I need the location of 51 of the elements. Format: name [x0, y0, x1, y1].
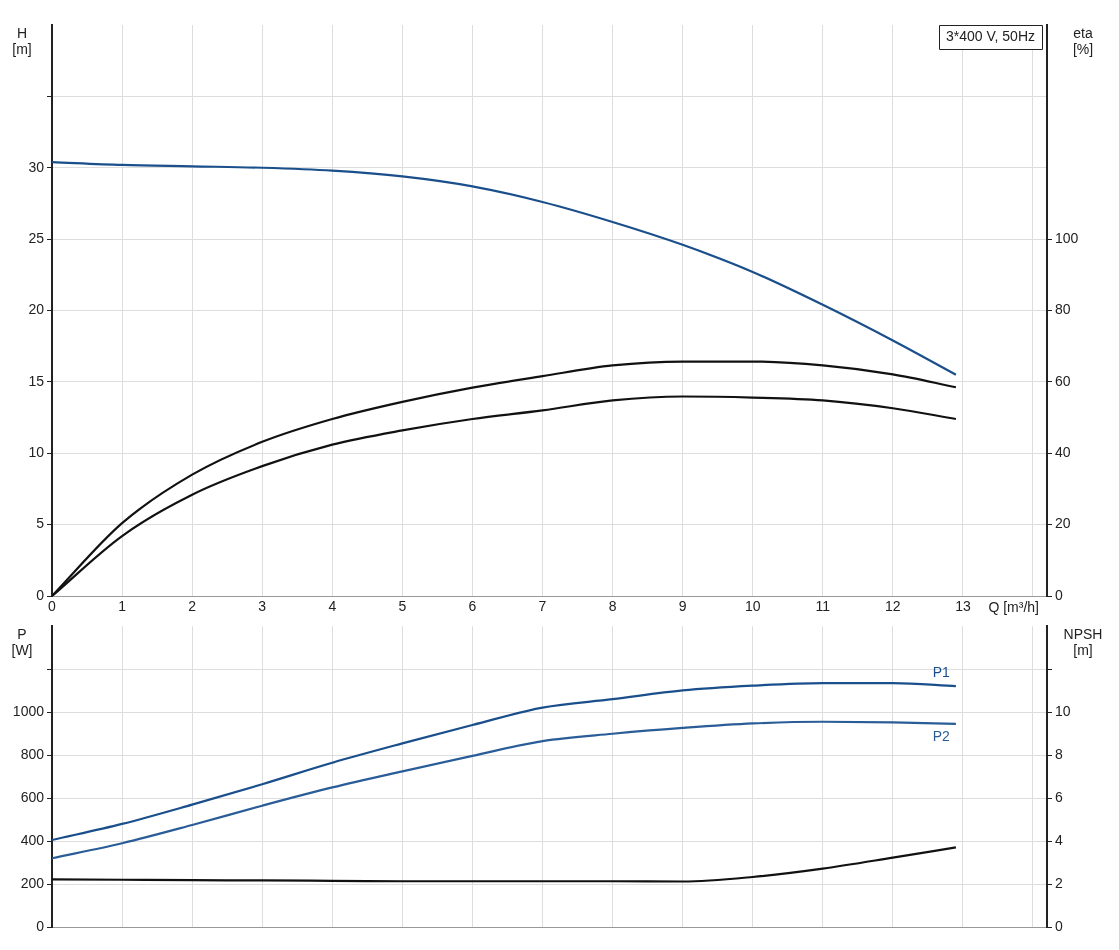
y-tick-label: 15 — [28, 372, 45, 389]
y-tick-label: 600 — [20, 789, 45, 806]
y2-tick-label: 100 — [1055, 229, 1079, 246]
y2-tick-label: 0 — [1055, 586, 1063, 603]
y-tick-label: 30 — [28, 158, 45, 175]
y2-axis-title: NPSH [m] — [1063, 626, 1103, 659]
y2-tick-label: 20 — [1055, 515, 1071, 532]
y-axis-title: H [m] — [12, 24, 32, 57]
y-tick-label: 400 — [20, 831, 45, 848]
y-tick-label: 0 — [36, 586, 45, 603]
y-tick-label: 20 — [28, 301, 45, 318]
y-tick-label: 10 — [28, 444, 45, 461]
y2-tick-label: 4 — [1055, 831, 1063, 848]
y2-tick-label: 60 — [1055, 372, 1071, 389]
x-tick-label: 7 — [538, 598, 547, 615]
y-axis-title: P [W] — [11, 626, 33, 659]
x-tick-label: 2 — [188, 598, 197, 615]
x-tick-label: 9 — [678, 598, 687, 615]
x-tick-label: 1 — [118, 598, 127, 615]
y2-axis-title: eta [%] — [1072, 24, 1094, 57]
y2-tick-label: 0 — [1055, 917, 1063, 934]
x-tick-label: 5 — [398, 598, 407, 615]
x-tick-label: 0 — [48, 598, 57, 615]
y2-tick-label: 80 — [1055, 301, 1071, 318]
line-series — [52, 681, 958, 842]
line-series — [52, 160, 958, 376]
x-tick-label: 10 — [744, 598, 761, 615]
y-tick-label: 5 — [36, 515, 45, 532]
x-tick-label: 13 — [955, 598, 971, 615]
y2-tick-label: 2 — [1055, 874, 1063, 891]
y-tick-label: 200 — [20, 874, 45, 891]
y-tick-label: 1000 — [12, 703, 45, 720]
y2-tick-label: 8 — [1055, 746, 1063, 763]
x-tick-label: 11 — [815, 598, 831, 615]
x-tick-label: 6 — [468, 598, 477, 615]
x-tick-label: 3 — [258, 598, 267, 615]
series-label: P2 — [932, 727, 951, 744]
y-tick-label: 0 — [36, 917, 45, 934]
y2-tick-label: 10 — [1055, 703, 1071, 720]
y-tick-label: 25 — [28, 229, 45, 246]
annotation: 3*400 V, 50Hz — [946, 27, 1035, 44]
y2-tick-label: 40 — [1055, 444, 1071, 461]
x-tick-label: 8 — [608, 598, 617, 615]
x-axis-title: Q [m³/h] — [988, 598, 1039, 615]
y2-tick-label: 6 — [1055, 789, 1063, 806]
line-series — [52, 720, 958, 860]
y-tick-label: 800 — [20, 746, 45, 763]
x-tick-label: 4 — [328, 598, 337, 615]
x-tick-label: 12 — [885, 598, 901, 615]
line-series — [52, 846, 958, 883]
series-label: P1 — [932, 663, 951, 680]
